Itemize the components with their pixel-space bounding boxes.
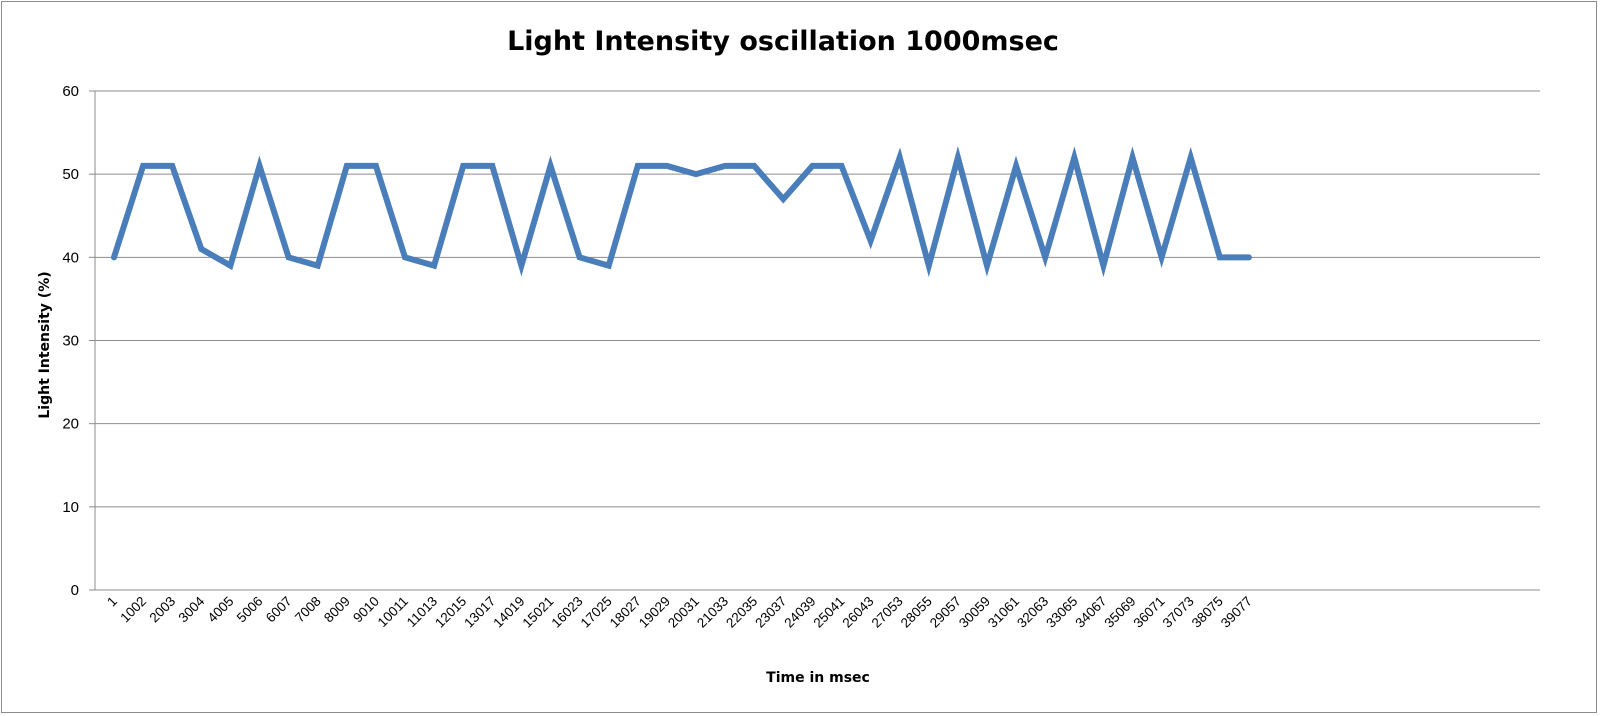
x-tick-label: 29057 bbox=[927, 594, 964, 631]
y-axis-title: Light Intensity (%) bbox=[37, 271, 53, 418]
x-tick-label: 33065 bbox=[1043, 594, 1080, 631]
x-tick-label: 5006 bbox=[234, 594, 266, 626]
x-tick-label: 22035 bbox=[723, 594, 760, 631]
x-tick-label: 14019 bbox=[490, 594, 527, 631]
x-tick-label: 2003 bbox=[146, 594, 178, 626]
x-tick-label: 30059 bbox=[956, 594, 993, 631]
x-tick-label: 7008 bbox=[292, 594, 324, 626]
x-tick-label: 15021 bbox=[519, 594, 556, 631]
x-tick-label: 28055 bbox=[898, 594, 935, 631]
x-tick-label: 34067 bbox=[1072, 594, 1109, 631]
x-tick-label: 13017 bbox=[461, 594, 498, 631]
x-tick-label: 37073 bbox=[1160, 594, 1197, 631]
x-axis-ticks: 1100220033004400550066007700880099010100… bbox=[104, 593, 1255, 630]
x-tick-label: 6007 bbox=[263, 594, 295, 626]
x-tick-label: 35069 bbox=[1101, 594, 1138, 631]
x-tick-label: 38075 bbox=[1189, 594, 1226, 631]
x-tick-label: 31061 bbox=[985, 594, 1022, 631]
x-tick-label: 36071 bbox=[1131, 594, 1168, 631]
x-tick-label: 25041 bbox=[810, 594, 847, 631]
y-tick-label: 20 bbox=[62, 416, 79, 433]
x-tick-label: 17025 bbox=[578, 594, 615, 631]
y-tick-label: 30 bbox=[62, 333, 79, 350]
x-tick-label: 32063 bbox=[1014, 594, 1051, 631]
x-tick-label: 3004 bbox=[176, 593, 208, 625]
x-tick-label: 16023 bbox=[549, 594, 586, 631]
x-tick-label: 1 bbox=[104, 594, 120, 610]
x-tick-label: 4005 bbox=[205, 594, 237, 626]
y-tick-label: 60 bbox=[62, 83, 79, 100]
x-tick-label: 21033 bbox=[694, 594, 731, 631]
x-tick-label: 19029 bbox=[636, 594, 673, 631]
y-tick-label: 50 bbox=[62, 166, 79, 183]
x-tick-label: 27053 bbox=[869, 594, 906, 631]
series-line bbox=[111, 145, 1252, 278]
y-tick-label: 10 bbox=[62, 499, 79, 516]
x-tick-label: 26043 bbox=[840, 594, 877, 631]
x-tick-label: 23037 bbox=[752, 594, 789, 631]
x-tick-label: 1002 bbox=[117, 594, 149, 626]
x-tick-label: 8009 bbox=[321, 594, 353, 626]
x-tick-label: 11013 bbox=[404, 594, 440, 630]
x-tick-label: 24039 bbox=[781, 594, 818, 631]
x-tick-label: 10011 bbox=[375, 594, 411, 630]
chart-title: Light Intensity oscillation 1000msec bbox=[507, 26, 1059, 57]
y-tick-label: 0 bbox=[71, 582, 79, 599]
gridlines bbox=[94, 90, 1540, 591]
x-tick-label: 18027 bbox=[607, 594, 644, 631]
x-tick-label: 39077 bbox=[1218, 594, 1255, 631]
x-tick-label: 20031 bbox=[665, 594, 702, 631]
y-axis-ticks: 0 10 20 30 40 50 60 bbox=[62, 83, 95, 599]
y-tick-label: 40 bbox=[62, 249, 79, 266]
x-tick-label: 12015 bbox=[432, 594, 469, 631]
data-series bbox=[111, 145, 1252, 278]
x-axis-title: Time in msec bbox=[766, 670, 870, 686]
